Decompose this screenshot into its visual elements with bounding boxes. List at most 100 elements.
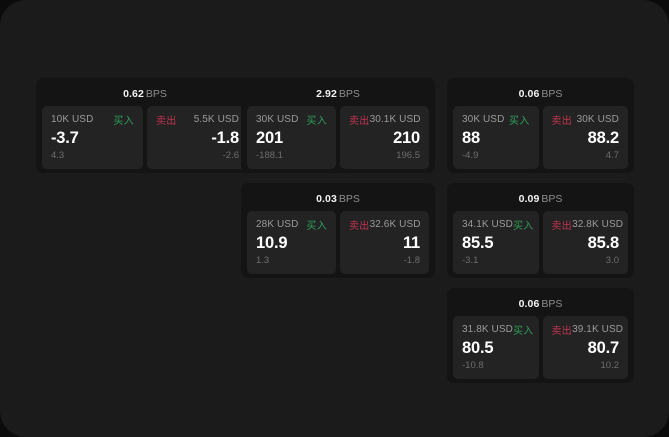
sell-tag: 卖出 (551, 326, 573, 337)
spread-value: 0.03 (316, 193, 337, 205)
bid-panel[interactable]: 30K USD 买入 201 -188.1 (247, 106, 336, 169)
sell-tag: 卖出 (551, 116, 573, 127)
sell-tag: 卖出 (551, 221, 573, 232)
spread-unit: BPS (541, 88, 563, 100)
bid-delta: -10.8 (462, 360, 484, 371)
ask-top-row: 5.5K USD 卖出 (156, 113, 239, 127)
ask-panel[interactable]: 30K USD 卖出 88.2 4.7 (542, 106, 628, 169)
spread-unit: BPS (145, 88, 167, 100)
ask-delta: 10.2 (600, 360, 620, 371)
spread-unit: BPS (338, 193, 360, 205)
quote-card[interactable]: 0.09 BPS 34.1K USD 买入 85.5 -3.1 32.8K USD… (447, 183, 634, 278)
bid-top-row: 30K USD 买入 (462, 113, 530, 127)
sell-tag: 卖出 (349, 116, 370, 127)
spread-value: 0.06 (518, 88, 540, 100)
ask-delta: 196.5 (396, 150, 420, 161)
bid-top-row: 10K USD 买入 (51, 113, 134, 127)
bid-quantity: 34.1K USD (462, 219, 513, 230)
quote-card[interactable]: 2.92 BPS 30K USD 买入 201 -188.1 30.1K USD … (241, 78, 435, 173)
sides: 34.1K USD 买入 85.5 -3.1 32.8K USD 卖出 85.8… (453, 211, 628, 274)
ask-top-row: 32.6K USD 卖出 (349, 218, 421, 232)
bid-top-row: 28K USD 买入 (256, 218, 327, 232)
bid-panel[interactable]: 30K USD 买入 88 -4.9 (453, 106, 539, 169)
spread-header: 0.62 BPS (42, 85, 248, 101)
bid-delta: -188.1 (256, 150, 283, 161)
bid-top-row: 30K USD 买入 (256, 113, 327, 127)
bid-price: 85.5 (462, 234, 494, 252)
sell-tag: 卖出 (156, 116, 177, 127)
spread-header: 0.09 BPS (453, 190, 628, 206)
buy-tag: 买入 (508, 116, 530, 127)
bid-panel[interactable]: 28K USD 买入 10.9 1.3 (247, 211, 336, 274)
ask-price: 210 (393, 129, 420, 147)
bid-top-row: 31.8K USD 买入 (462, 323, 533, 337)
spread-unit: BPS (541, 298, 563, 310)
ask-delta: 4.7 (605, 150, 619, 161)
ask-panel[interactable]: 32.6K USD 卖出 11 -1.8 (340, 211, 429, 274)
ask-price: 80.7 (587, 339, 620, 357)
bid-panel[interactable]: 34.1K USD 买入 85.5 -3.1 (453, 211, 539, 274)
spread-unit: BPS (338, 88, 360, 100)
bid-delta: 4.3 (51, 150, 65, 161)
ask-quantity: 32.8K USD (572, 219, 624, 230)
ask-price: 85.8 (587, 234, 620, 252)
bid-delta: -3.1 (462, 255, 479, 266)
sides: 10K USD 买入 -3.7 4.3 5.5K USD 卖出 -1.8 -2.… (42, 106, 248, 169)
bid-quantity: 28K USD (256, 219, 299, 230)
spread-value: 0.62 (123, 88, 144, 100)
buy-tag: 买入 (113, 116, 134, 127)
ask-delta: -1.8 (403, 255, 420, 266)
ask-price: 11 (402, 234, 420, 252)
bid-quantity: 31.8K USD (462, 324, 513, 335)
ask-top-row: 39.1K USD 卖出 (551, 323, 623, 337)
bid-price: 88 (462, 129, 480, 147)
ask-top-row: 30.1K USD 卖出 (349, 113, 421, 127)
ask-price: 88.2 (587, 129, 620, 147)
buy-tag: 买入 (512, 221, 534, 232)
bid-delta: 1.3 (256, 255, 270, 266)
sides: 30K USD 买入 201 -188.1 30.1K USD 卖出 210 1… (247, 106, 429, 169)
spread-header: 0.03 BPS (247, 190, 429, 206)
quote-card[interactable]: 0.06 BPS 31.8K USD 买入 80.5 -10.8 39.1K US… (447, 288, 634, 383)
bid-price: 201 (256, 129, 283, 147)
ask-panel[interactable]: 39.1K USD 卖出 80.7 10.2 (542, 316, 628, 379)
bid-price: 80.5 (462, 339, 494, 357)
quote-card[interactable]: 0.06 BPS 30K USD 买入 88 -4.9 30K USD 卖出 (447, 78, 634, 173)
ask-quantity: 30.1K USD (369, 114, 421, 125)
sides: 31.8K USD 买入 80.5 -10.8 39.1K USD 卖出 80.… (453, 316, 628, 379)
bid-quantity: 30K USD (256, 114, 299, 125)
spread-header: 0.06 BPS (453, 295, 628, 311)
ask-panel[interactable]: 32.8K USD 卖出 85.8 3.0 (542, 211, 628, 274)
ask-top-row: 30K USD 卖出 (551, 113, 620, 127)
spread-value: 0.09 (518, 193, 540, 205)
ask-delta: 3.0 (605, 255, 619, 266)
bid-delta: -4.9 (462, 150, 479, 161)
ask-delta: -2.6 (222, 150, 239, 161)
quote-card[interactable]: 0.62 BPS 10K USD 买入 -3.7 4.3 5.5K USD 卖出 (36, 78, 254, 173)
bid-quantity: 10K USD (51, 114, 94, 125)
spread-value: 2.92 (316, 88, 337, 100)
buy-tag: 买入 (512, 326, 534, 337)
ask-top-row: 32.8K USD 卖出 (551, 218, 624, 232)
sell-tag: 卖出 (349, 221, 370, 232)
buy-tag: 买入 (306, 116, 327, 127)
sides: 30K USD 买入 88 -4.9 30K USD 卖出 88.2 4.7 (453, 106, 628, 169)
ask-quantity: 5.5K USD (193, 114, 239, 125)
quote-card[interactable]: 0.03 BPS 28K USD 买入 10.9 1.3 32.6K USD 卖出 (241, 183, 435, 278)
bid-price: 10.9 (256, 234, 288, 252)
sides: 28K USD 买入 10.9 1.3 32.6K USD 卖出 11 -1.8 (247, 211, 429, 274)
ask-price: -1.8 (211, 129, 239, 147)
ask-panel[interactable]: 30.1K USD 卖出 210 196.5 (340, 106, 429, 169)
bid-panel[interactable]: 10K USD 买入 -3.7 4.3 (42, 106, 143, 169)
bid-quantity: 30K USD (462, 114, 505, 125)
buy-tag: 买入 (306, 221, 327, 232)
bid-panel[interactable]: 31.8K USD 买入 80.5 -10.8 (453, 316, 539, 379)
bid-top-row: 34.1K USD 买入 (462, 218, 533, 232)
spread-unit: BPS (541, 193, 563, 205)
spread-value: 0.06 (518, 298, 540, 310)
ask-panel[interactable]: 5.5K USD 卖出 -1.8 -2.6 (147, 106, 248, 169)
bid-price: -3.7 (51, 129, 79, 147)
ask-quantity: 32.6K USD (369, 219, 421, 230)
